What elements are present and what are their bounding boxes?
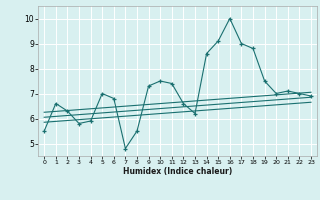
X-axis label: Humidex (Indice chaleur): Humidex (Indice chaleur) bbox=[123, 167, 232, 176]
